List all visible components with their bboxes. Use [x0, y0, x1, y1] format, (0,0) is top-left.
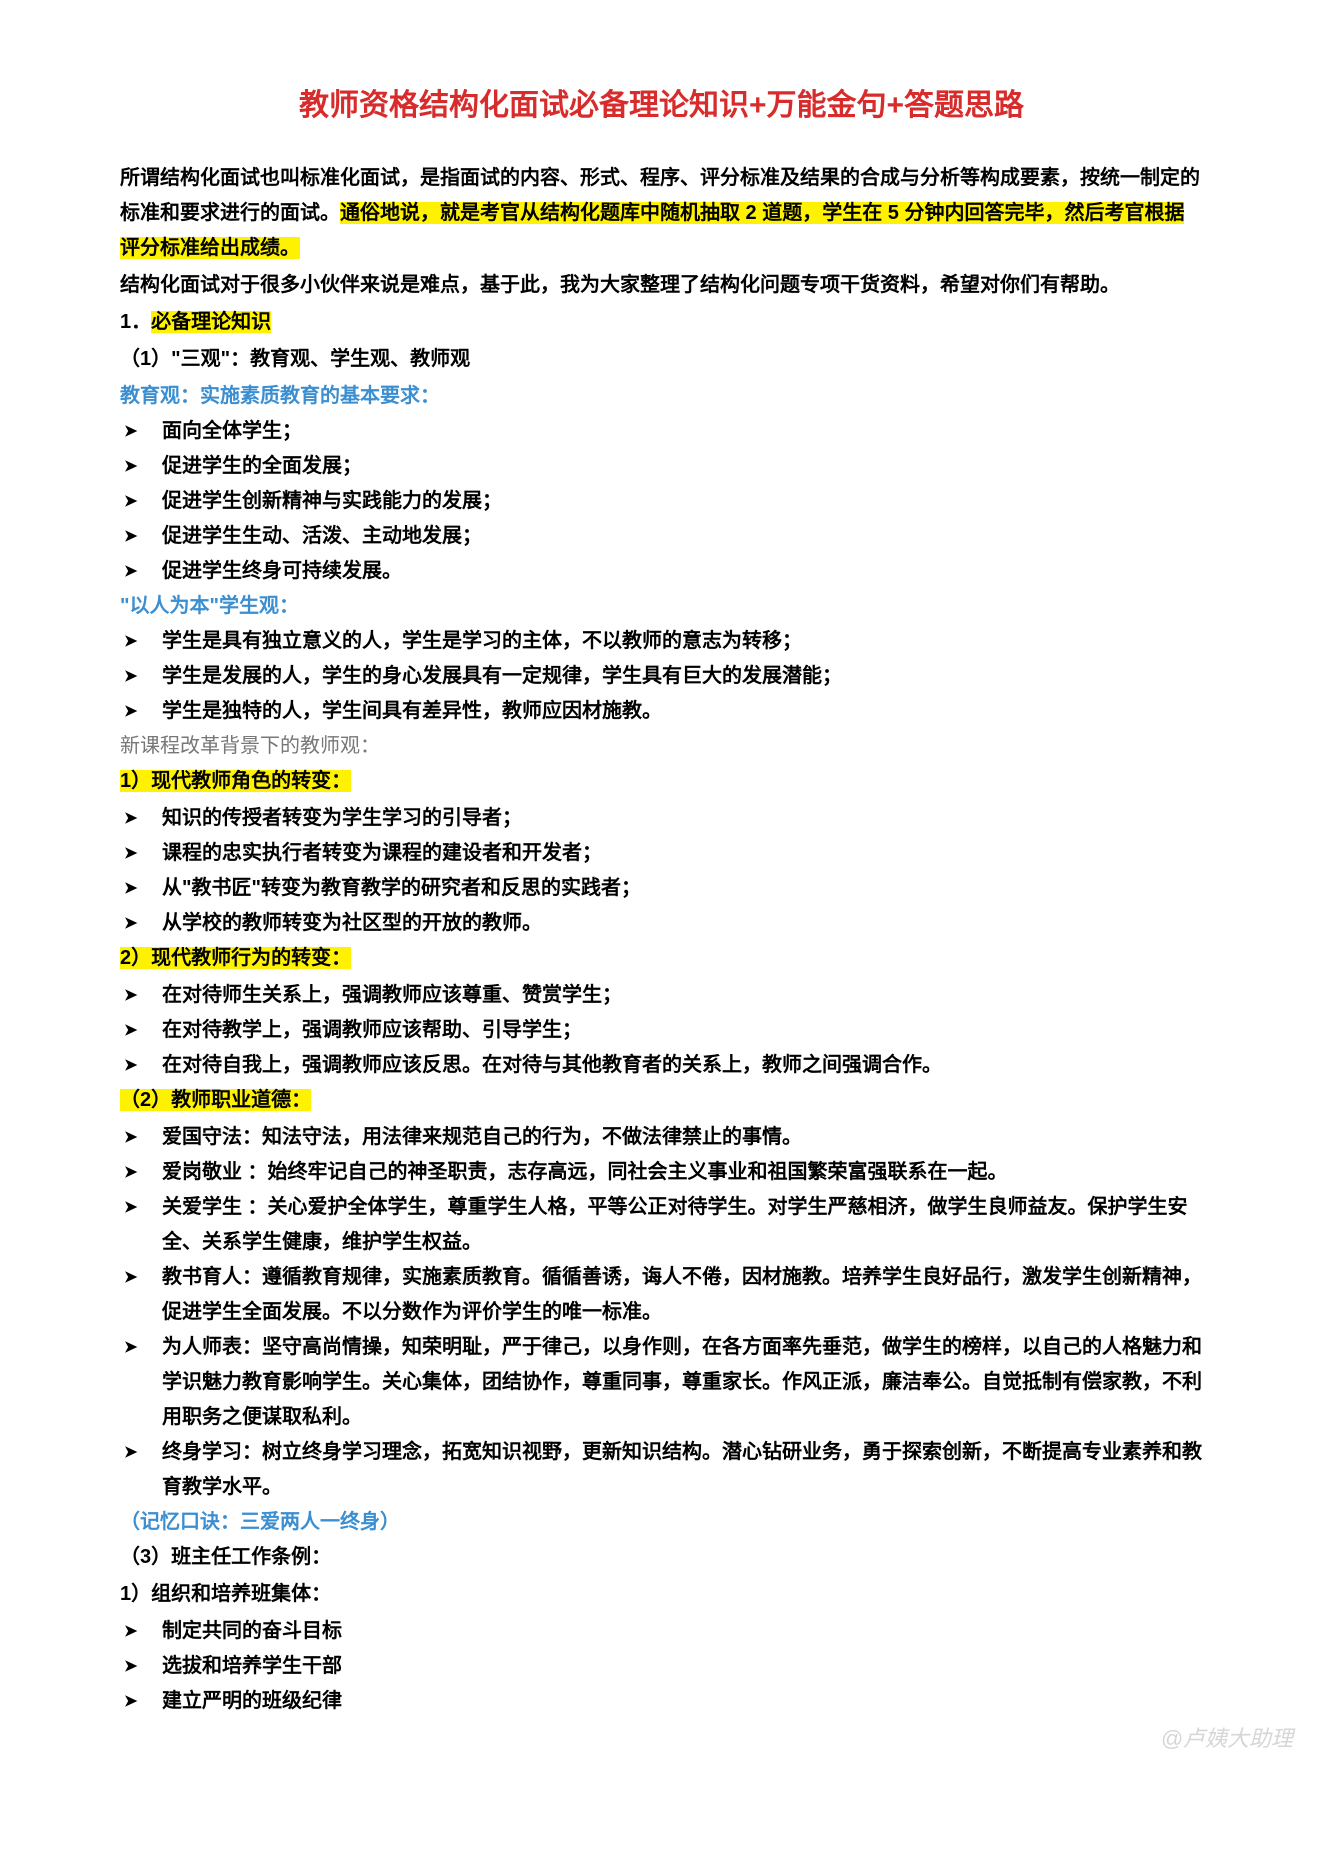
ethics-list: 爱国守法：知法守法，用法律来规范自己的行为，不做法律禁止的事情。 爱岗敬业 ：始… — [120, 1120, 1203, 1505]
tv1-label-hl: 1）现代教师角色的转变： — [120, 770, 351, 792]
list-item: 爱岗敬业 ：始终牢记自己的神圣职责，志存高远，同社会主义事业和祖国繁荣富强联系在… — [120, 1155, 1203, 1190]
list-item: 终身学习：树立终身学习理念，拓宽知识视野，更新知识结构。潜心钻研业务，勇于探索创… — [120, 1435, 1203, 1505]
list-item: 促进学生终身可持续发展。 — [120, 554, 1203, 589]
ethics-label: （2）教师职业道德： — [120, 1083, 1203, 1118]
tv2-label: 2）现代教师行为的转变： — [120, 941, 1203, 976]
list-item: 面向全体学生； — [120, 414, 1203, 449]
list-item: 从"教书匠"转变为教育教学的研究者和反思的实践者； — [120, 871, 1203, 906]
list-item: 促进学生生动、活泼、主动地发展； — [120, 519, 1203, 554]
student-view-list: 学生是具有独立意义的人，学生是学习的主体，不以教师的意志为转移； 学生是发展的人… — [120, 624, 1203, 729]
section-1-heading-hl: 必备理论知识 — [151, 311, 271, 333]
section-1-heading: 1．必备理论知识 — [120, 305, 1203, 340]
list-item: 知识的传授者转变为学生学习的引导者； — [120, 801, 1203, 836]
ethics-label-hl: （2）教师职业道德： — [120, 1089, 311, 1111]
list-item: 在对待师生关系上，强调教师应该尊重、赞赏学生； — [120, 978, 1203, 1013]
intro-paragraph-2: 结构化面试对于很多小伙伴来说是难点，基于此，我为大家整理了结构化问题专项干货资料… — [120, 268, 1203, 303]
student-view-label: "以人为本"学生观： — [120, 589, 1203, 624]
edu-view-list: 面向全体学生； 促进学生的全面发展； 促进学生创新精神与实践能力的发展； 促进学… — [120, 414, 1203, 589]
list-item: 教书育人：遵循教育规律，实施素质教育。循循善诱，诲人不倦，因材施教。培养学生良好… — [120, 1260, 1203, 1330]
list-item: 学生是独特的人，学生间具有差异性，教师应因材施教。 — [120, 694, 1203, 729]
teacher-view-intro: 新课程改革背景下的教师观： — [120, 729, 1203, 764]
list-item: 制定共同的奋斗目标 — [120, 1614, 1203, 1649]
tv1-list: 知识的传授者转变为学生学习的引导者； 课程的忠实执行者转变为课程的建设者和开发者… — [120, 801, 1203, 941]
section-1-num: 1． — [120, 311, 151, 333]
tv2-label-hl: 2）现代教师行为的转变： — [120, 947, 351, 969]
list-item: 为人师表：坚守高尚情操，知荣明耻，严于律己，以身作则，在各方面率先垂范，做学生的… — [120, 1330, 1203, 1435]
sub-3-heading: （3）班主任工作条例： — [120, 1540, 1203, 1575]
sub-3-1-list: 制定共同的奋斗目标 选拔和培养学生干部 建立严明的班级纪律 — [120, 1614, 1203, 1719]
list-item: 促进学生创新精神与实践能力的发展； — [120, 484, 1203, 519]
list-item: 关爱学生 ：关心爱护全体学生，尊重学生人格，平等公正对待学生。对学生严慈相济，做… — [120, 1190, 1203, 1260]
list-item: 爱国守法：知法守法，用法律来规范自己的行为，不做法律禁止的事情。 — [120, 1120, 1203, 1155]
list-item: 学生是发展的人，学生的身心发展具有一定规律，学生具有巨大的发展潜能； — [120, 659, 1203, 694]
sub-1-heading: （1）"三观"：教育观、学生观、教师观 — [120, 342, 1203, 377]
list-item: 在对待自我上，强调教师应该反思。在对待与其他教育者的关系上，教师之间强调合作。 — [120, 1048, 1203, 1083]
list-item: 选拔和培养学生干部 — [120, 1649, 1203, 1684]
list-item: 在对待教学上，强调教师应该帮助、引导学生； — [120, 1013, 1203, 1048]
intro-paragraph-1: 所谓结构化面试也叫标准化面试，是指面试的内容、形式、程序、评分标准及结果的合成与… — [120, 161, 1203, 266]
tv1-label: 1）现代教师角色的转变： — [120, 764, 1203, 799]
list-item: 从学校的教师转变为社区型的开放的教师。 — [120, 906, 1203, 941]
tv2-list: 在对待师生关系上，强调教师应该尊重、赞赏学生； 在对待教学上，强调教师应该帮助、… — [120, 978, 1203, 1083]
list-item: 课程的忠实执行者转变为课程的建设者和开发者； — [120, 836, 1203, 871]
sub-3-1-heading: 1）组织和培养班集体： — [120, 1577, 1203, 1612]
page-title: 教师资格结构化面试必备理论知识+万能金句+答题思路 — [120, 80, 1203, 133]
list-item: 促进学生的全面发展； — [120, 449, 1203, 484]
list-item: 学生是具有独立意义的人，学生是学习的主体，不以教师的意志为转移； — [120, 624, 1203, 659]
edu-view-label: 教育观：实施素质教育的基本要求： — [120, 379, 1203, 414]
list-item: 建立严明的班级纪律 — [120, 1684, 1203, 1719]
mnemonic: （记忆口诀：三爱两人一终身） — [120, 1505, 1203, 1540]
watermark: @卢姨大助理 — [1161, 1720, 1293, 1759]
